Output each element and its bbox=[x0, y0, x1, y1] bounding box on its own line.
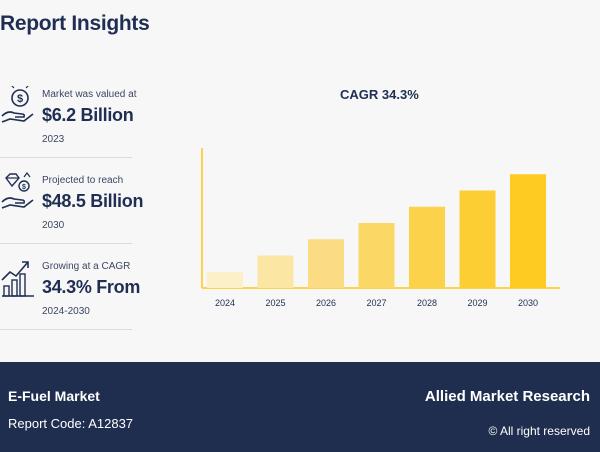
x-tick-label: 2025 bbox=[265, 298, 285, 308]
svg-text:$: $ bbox=[22, 184, 26, 191]
x-tick-label: 2026 bbox=[316, 298, 336, 308]
footer-banner: E-Fuel Market Report Code: A12837 Allied… bbox=[0, 362, 600, 452]
insight-value: 34.3% From bbox=[42, 277, 141, 297]
page-title: Report Insights bbox=[0, 12, 150, 35]
bar-2030 bbox=[510, 174, 546, 288]
bar-2025 bbox=[257, 255, 294, 288]
chart-title: CAGR 34.3% bbox=[340, 87, 419, 102]
bar-2024 bbox=[207, 271, 243, 288]
svg-text:$: $ bbox=[17, 93, 23, 105]
insight-market-value: $ Market was valued at $6.2 Billion 2023 bbox=[0, 72, 137, 158]
insight-projected-value: $ Projected to reach $48.5 Billion 2030 bbox=[0, 158, 143, 244]
growth-chart-icon bbox=[1, 261, 34, 297]
bar-2027 bbox=[358, 223, 395, 288]
insight-value: $48.5 Billion bbox=[42, 191, 144, 211]
insight-year: 2030 bbox=[42, 220, 65, 231]
copyright-text: © All right reserved bbox=[488, 424, 590, 438]
insight-label: Growing at a CAGR bbox=[42, 261, 131, 272]
money-hand-icon: $ bbox=[1, 86, 34, 123]
bar-2029 bbox=[459, 190, 496, 288]
x-tick-label: 2024 bbox=[215, 298, 235, 308]
insight-value: $6.2 Billion bbox=[42, 105, 134, 125]
x-tick-label: 2027 bbox=[366, 298, 386, 308]
x-tick-label: 2028 bbox=[417, 298, 437, 308]
report-code: Report Code: A12837 bbox=[8, 416, 134, 431]
market-name: E-Fuel Market bbox=[8, 388, 100, 404]
insight-cagr: Growing at a CAGR 34.3% From 2024-2030 bbox=[0, 244, 140, 330]
insight-label: Projected to reach bbox=[42, 175, 124, 186]
insight-period: 2024-2030 bbox=[42, 306, 90, 317]
insight-year: 2023 bbox=[42, 134, 65, 145]
bar-2026 bbox=[308, 239, 344, 288]
brand-name: Allied Market Research bbox=[424, 388, 590, 405]
x-tick-label: 2030 bbox=[518, 298, 538, 308]
x-tick-label: 2029 bbox=[467, 298, 487, 308]
bar-2028 bbox=[409, 206, 445, 288]
bar-chart: 2024 2025 2026 2027 2028 2029 2030 bbox=[201, 148, 560, 308]
insights-panel: $ Market was valued at $6.2 Billion 2023… bbox=[0, 72, 143, 330]
diamond-hand-icon: $ bbox=[1, 172, 34, 209]
insight-label: Market was valued at bbox=[42, 89, 137, 100]
